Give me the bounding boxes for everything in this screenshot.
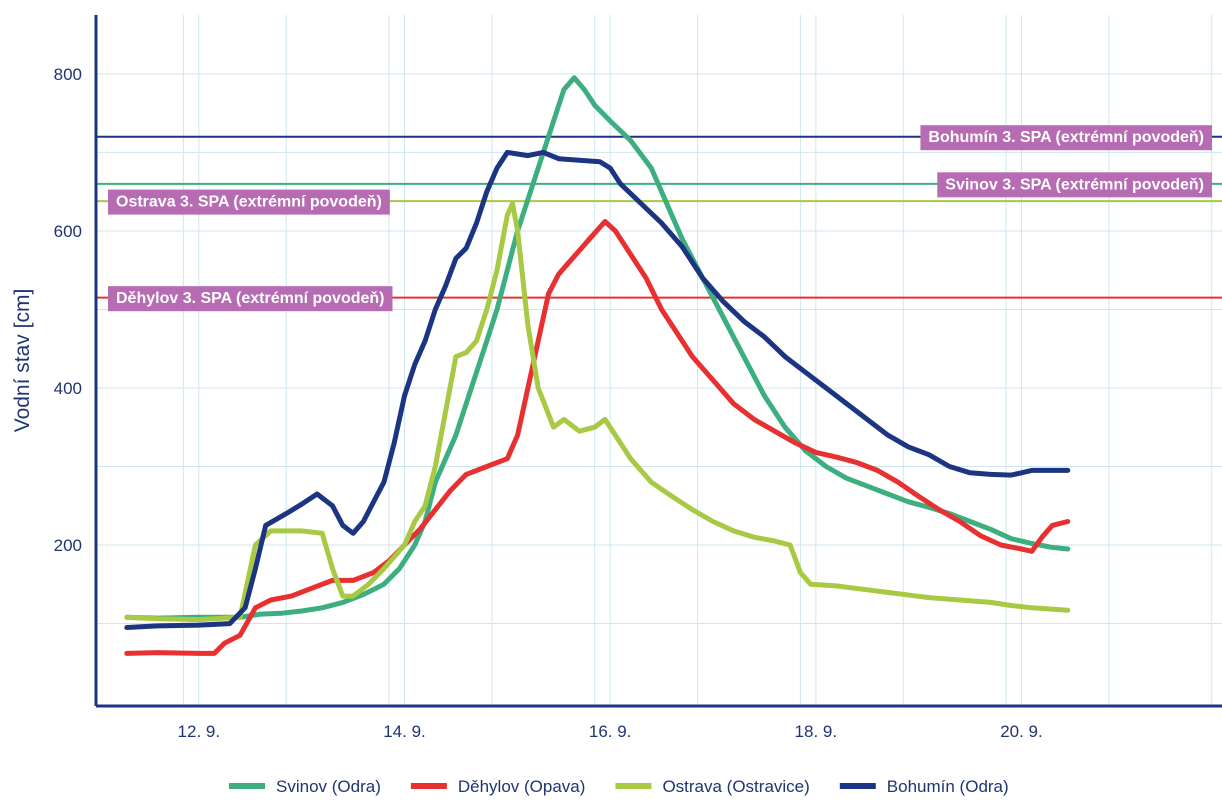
series-line (124, 149, 1071, 630)
legend: Svinov (Odra) Děhylov (Opava) Ostrava (Ost… (229, 777, 1009, 796)
x-tick-label: 16. 9. (589, 722, 632, 741)
x-tick-labels: 12. 9. 14. 9. 16. 9. 18. 9. 20. 9. (178, 722, 1043, 741)
threshold-label-box (108, 189, 390, 215)
legend-label: Bohumín (Odra) (887, 777, 1009, 796)
series-line (124, 75, 1071, 621)
y-tick-label: 600 (54, 222, 82, 241)
legend-label: Svinov (Odra) (276, 777, 381, 796)
threshold-label-box (108, 286, 393, 312)
legend-label: Ostrava (Ostravice) (662, 777, 809, 796)
legend-item: Svinov (Odra) (229, 777, 381, 796)
y-tick-label: 200 (54, 536, 82, 555)
threshold-label-text: Bohumín 3. SPA (extrémní povodeň) (928, 129, 1204, 146)
y-tick-label: 400 (54, 379, 82, 398)
axes (94, 15, 1222, 708)
y-tick-label: 800 (54, 65, 82, 84)
threshold-label: Bohumín 3. SPA (extrémní povodeň) (920, 125, 1212, 151)
threshold-label: Ostrava 3. SPA (extrémní povodeň) (108, 189, 390, 215)
series-line (124, 201, 1071, 623)
threshold-label-box (920, 125, 1212, 151)
legend-item: Ostrava (Ostravice) (615, 777, 810, 796)
legend-label: Děhylov (Opava) (458, 777, 586, 796)
x-tick-label: 20. 9. (1000, 722, 1043, 741)
threshold-label-text: Svinov 3. SPA (extrémní povodeň) (945, 176, 1204, 193)
legend-item: Bohumín (Odra) (839, 777, 1009, 796)
y-axis-label: Vodní stav [cm] (11, 289, 34, 433)
series-lines (124, 75, 1071, 656)
series-line (124, 219, 1071, 656)
x-tick-label: 18. 9. (795, 722, 838, 741)
legend-item: Děhylov (Opava) (410, 777, 586, 796)
threshold-label-box (937, 172, 1212, 198)
threshold-label: Děhylov 3. SPA (extrémní povodeň) (108, 286, 393, 312)
threshold-labels: Bohumín 3. SPA (extrémní povodeň) Svinov … (108, 125, 1212, 312)
threshold-label: Svinov 3. SPA (extrémní povodeň) (937, 172, 1212, 198)
x-tick-label: 12. 9. (178, 722, 221, 741)
y-tick-labels: 200 400 600 800 (54, 65, 82, 555)
threshold-label-text: Děhylov 3. SPA (extrémní povodeň) (116, 290, 385, 307)
x-tick-label: 14. 9. (383, 722, 426, 741)
threshold-label-text: Ostrava 3. SPA (extrémní povodeň) (116, 194, 382, 211)
